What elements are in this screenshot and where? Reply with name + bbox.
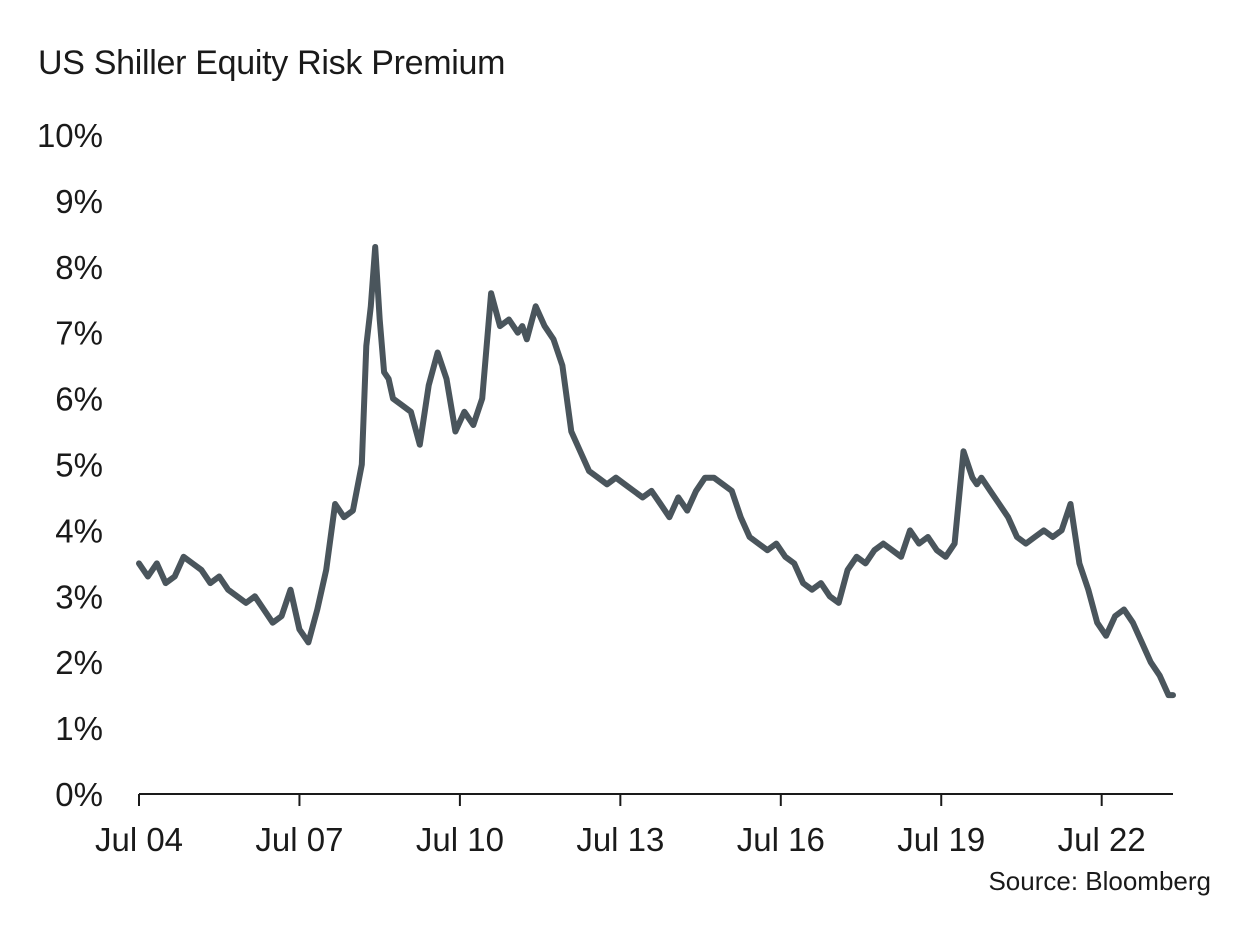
y-tick-label: 10% xyxy=(37,117,103,154)
y-tick-label: 5% xyxy=(55,447,103,484)
x-tick-label: Jul 22 xyxy=(1058,821,1146,858)
x-tick-label: Jul 04 xyxy=(95,821,183,858)
y-tick-label: 3% xyxy=(55,578,103,615)
x-tick-label: Jul 16 xyxy=(737,821,825,858)
y-tick-label: 1% xyxy=(55,710,103,747)
chart-title: US Shiller Equity Risk Premium xyxy=(38,44,506,82)
series-line xyxy=(136,244,1176,699)
y-tick-label: 0% xyxy=(55,776,103,813)
x-tick-label: Jul 07 xyxy=(255,821,343,858)
source-note: Source: Bloomberg xyxy=(988,866,1211,896)
x-tick-label: Jul 13 xyxy=(576,821,664,858)
x-axis-ticks: Jul 04 Jul 07 Jul 10 Jul 13 Jul 16 Jul 19 Jul … xyxy=(95,794,1146,858)
x-tick-label: Jul 19 xyxy=(897,821,985,858)
y-tick-label: 9% xyxy=(55,183,103,220)
y-tick-label: 4% xyxy=(55,512,103,549)
y-axis-tick-labels: 0% 1% 2% 3% 4% 5% 6% 7% 8% 9% 10% xyxy=(37,117,103,813)
y-tick-label: 6% xyxy=(55,381,103,418)
y-tick-label: 2% xyxy=(55,644,103,681)
x-tick-label: Jul 10 xyxy=(416,821,504,858)
y-tick-label: 7% xyxy=(55,315,103,352)
y-tick-label: 8% xyxy=(55,249,103,286)
